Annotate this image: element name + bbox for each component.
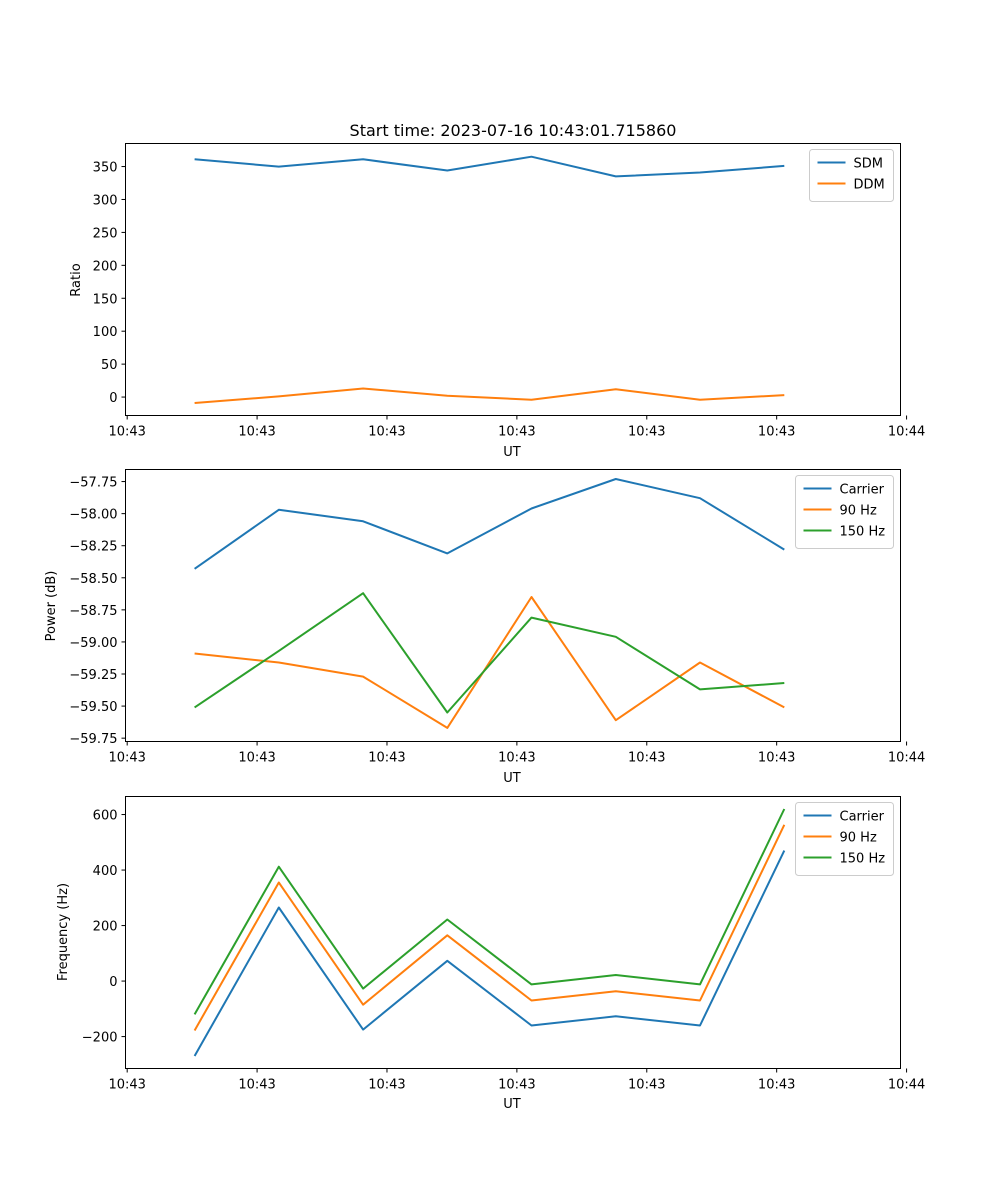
- frequency-plot-area: [193, 808, 786, 1057]
- frequency-legend-label-150-hz: 150 Hz: [840, 852, 886, 867]
- chart-title: Start time: 2023-07-16 10:43:01.715860: [350, 121, 677, 140]
- frequency-series-150-hz-line: [193, 808, 786, 1015]
- ratio-x-axis-label: UT: [503, 445, 521, 460]
- power-y-tick-label: −59.50: [69, 700, 117, 715]
- frequency-y-axis-label: Frequency (Hz): [56, 883, 71, 981]
- power-x-axis-label: UT: [503, 771, 521, 786]
- power-series-carrier-line: [194, 478, 785, 570]
- frequency-panel: 10:43 10:43 10:43 10:43 10:43 10:43 10:44 −200…: [56, 796, 925, 1112]
- power-x-tick-label: 10:44: [888, 751, 925, 766]
- power-y-axis-label: Power (dB): [44, 571, 59, 642]
- ratio-x-tick-label: 10:43: [238, 425, 275, 440]
- frequency-series-90-hz-line: [193, 824, 786, 1031]
- power-x-tick-label: 10:43: [368, 751, 405, 766]
- ratio-legend-label-ddm: DDM: [854, 178, 885, 193]
- ratio-plot-area: [194, 155, 785, 404]
- frequency-legend-label-90-hz: 90 Hz: [840, 831, 877, 846]
- frequency-x-axis-label: UT: [503, 1097, 521, 1112]
- power-x-tick-label: 10:43: [758, 751, 795, 766]
- frequency-y-tick-label: −200: [82, 1031, 118, 1046]
- power-axes-frame: [125, 469, 901, 742]
- frequency-series-carrier-line: [193, 850, 786, 1057]
- ratio-x-tick-label: 10:43: [498, 425, 535, 440]
- ratio-y-axis-label: Ratio: [69, 263, 84, 296]
- frequency-x-tick-label: 10:43: [758, 1078, 795, 1093]
- ratio-legend-label-sdm: SDM: [854, 157, 883, 172]
- ratio-y-tick-label: 250: [93, 226, 118, 241]
- frequency-x-tick-label: 10:43: [368, 1078, 405, 1093]
- frequency-axes-frame: [125, 796, 901, 1069]
- frequency-legend-label-carrier: Carrier: [840, 810, 885, 825]
- power-y-tick-label: −57.75: [69, 476, 117, 491]
- ratio-x-tick-label: 10:43: [108, 425, 145, 440]
- ratio-y-tick-label: 150: [93, 292, 118, 307]
- power-y-tick-label: −58.25: [69, 540, 117, 555]
- frequency-y-tick-label: 400: [93, 864, 118, 879]
- power-legend: Carrier 90 Hz 150 Hz: [795, 475, 894, 549]
- power-plot-area: [194, 478, 785, 729]
- frequency-legend: Carrier 90 Hz 150 Hz: [795, 802, 894, 876]
- power-x-tick-label: 10:43: [628, 751, 665, 766]
- power-y-tick-label: −59.75: [69, 732, 117, 747]
- power-y-tick-label: −58.00: [69, 508, 117, 523]
- power-legend-label-90-hz: 90 Hz: [840, 504, 877, 519]
- power-y-tick-label: −58.75: [69, 604, 117, 619]
- ratio-x-tick-label: 10:43: [368, 425, 405, 440]
- ratio-y-tick-label: 100: [93, 325, 118, 340]
- ratio-legend: SDM DDM: [809, 149, 894, 202]
- power-legend-label-150-hz: 150 Hz: [840, 525, 886, 540]
- power-x-axis: 10:43 10:43 10:43 10:43 10:43 10:43 10:44: [108, 741, 925, 766]
- ratio-y-tick-label: 200: [93, 259, 118, 274]
- frequency-x-tick-label: 10:43: [108, 1078, 145, 1093]
- power-x-tick-label: 10:43: [238, 751, 275, 766]
- power-y-axis: −59.75 −59.50 −59.25 −59.00 −58.75 −58.50 −58.…: [69, 476, 126, 747]
- frequency-y-tick-label: 0: [109, 975, 117, 990]
- frequency-x-tick-label: 10:43: [238, 1078, 275, 1093]
- ratio-panel: 10:43 10:43 10:43 10:43 10:43 10:43 10:44 0 50 1…: [69, 143, 925, 460]
- ratio-y-tick-label: 0: [109, 391, 117, 406]
- ratio-x-axis: 10:43 10:43 10:43 10:43 10:43 10:43 10:44: [108, 415, 925, 440]
- ratio-series-sdm-line: [194, 155, 785, 178]
- ratio-y-tick-label: 300: [93, 193, 118, 208]
- power-series-90-hz-line: [194, 596, 785, 729]
- frequency-x-tick-label: 10:44: [888, 1078, 925, 1093]
- ratio-axes-frame: [125, 143, 901, 416]
- power-series-150-hz-line: [194, 592, 785, 714]
- frequency-x-tick-label: 10:43: [498, 1078, 535, 1093]
- frequency-y-tick-label: 200: [93, 920, 118, 935]
- ratio-x-tick-label: 10:43: [628, 425, 665, 440]
- power-y-tick-label: −58.50: [69, 572, 117, 587]
- power-panel: 10:43 10:43 10:43 10:43 10:43 10:43 10:44 −59.…: [44, 469, 925, 786]
- frequency-y-tick-label: 600: [93, 809, 118, 824]
- ratio-x-tick-label: 10:44: [888, 425, 925, 440]
- frequency-x-tick-label: 10:43: [628, 1078, 665, 1093]
- ratio-y-tick-label: 350: [93, 161, 118, 176]
- frequency-x-axis: 10:43 10:43 10:43 10:43 10:43 10:43 10:44: [108, 1068, 925, 1093]
- ratio-y-axis: 0 50 100 150 200 250 300 350: [93, 161, 126, 406]
- power-y-tick-label: −59.25: [69, 668, 117, 683]
- ratio-x-tick-label: 10:43: [758, 425, 795, 440]
- ratio-y-tick-label: 50: [101, 358, 118, 373]
- power-x-tick-label: 10:43: [108, 751, 145, 766]
- power-x-tick-label: 10:43: [498, 751, 535, 766]
- ratio-series-ddm-line: [194, 387, 785, 404]
- power-legend-label-carrier: Carrier: [840, 483, 885, 498]
- power-y-tick-label: −59.00: [69, 636, 117, 651]
- frequency-y-axis: −200 0 200 400 600: [82, 809, 126, 1046]
